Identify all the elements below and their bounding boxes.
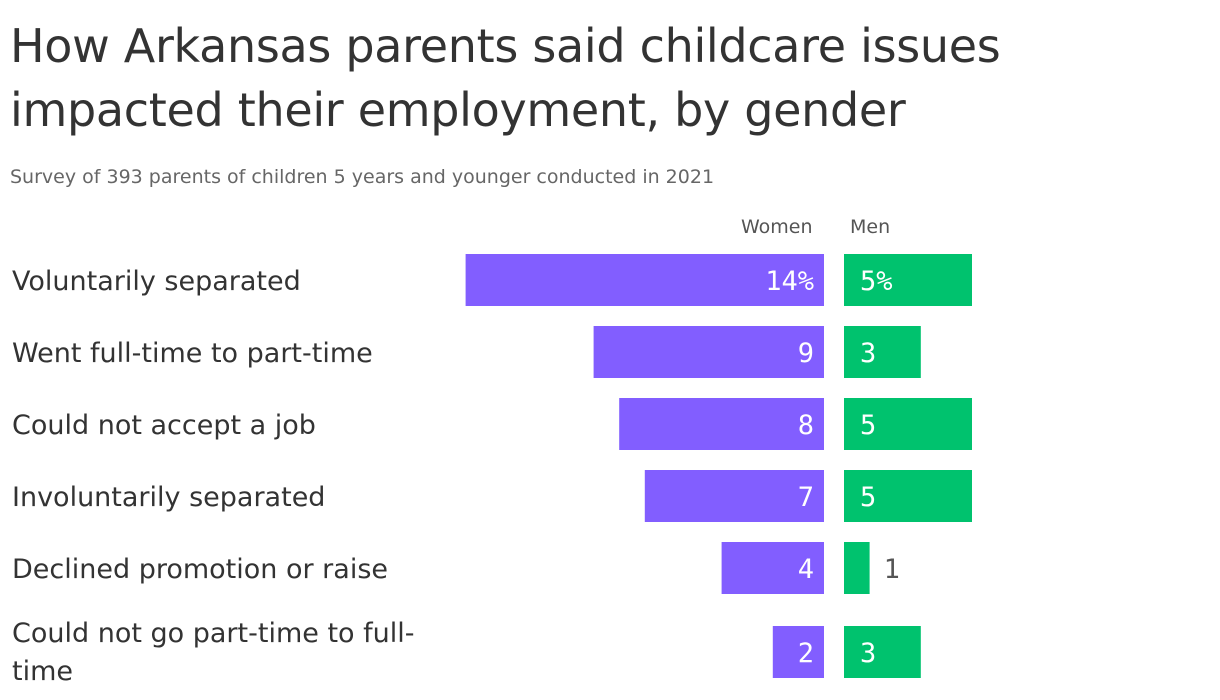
data-label-men: 5% <box>860 266 893 297</box>
category-label: Could not accept a job <box>12 410 316 441</box>
bar-women <box>619 398 824 450</box>
bar-men <box>844 626 921 678</box>
category-label: Could not go part-time to full-time <box>12 618 415 687</box>
legend-men-label: Men <box>850 216 891 238</box>
chart-subtitle: Survey of 393 parents of children 5 year… <box>10 166 715 188</box>
data-label-women: 14% <box>765 266 814 297</box>
data-label-women: 7 <box>798 482 814 513</box>
category-label: Declined promotion or raise <box>12 554 388 585</box>
data-label-men: 1 <box>884 554 900 585</box>
bar-men <box>844 470 972 522</box>
category-label: Involuntarily separated <box>12 482 325 513</box>
data-label-men: 5 <box>860 410 876 441</box>
data-label-men: 5 <box>860 482 876 513</box>
bar-men <box>844 542 870 594</box>
bar-women <box>593 326 824 378</box>
category-label: Went full-time to part-time <box>12 338 373 369</box>
bar-women <box>772 626 824 678</box>
data-label-women: 9 <box>798 338 814 369</box>
bar-men <box>844 254 972 306</box>
bar-men <box>844 326 921 378</box>
bar-women <box>721 542 824 594</box>
chart-title: How Arkansas parents said childcare issu… <box>10 19 1001 137</box>
bar-men <box>844 398 972 450</box>
data-label-women: 8 <box>798 410 814 441</box>
data-label-women: 4 <box>798 554 814 585</box>
data-label-men: 3 <box>860 638 876 669</box>
category-label: Voluntarily separated <box>12 266 301 297</box>
bar-women <box>465 254 824 306</box>
bar-women <box>644 470 824 522</box>
legend-women-label: Women <box>741 216 813 238</box>
data-label-men: 3 <box>860 338 876 369</box>
data-label-women: 2 <box>798 638 814 669</box>
